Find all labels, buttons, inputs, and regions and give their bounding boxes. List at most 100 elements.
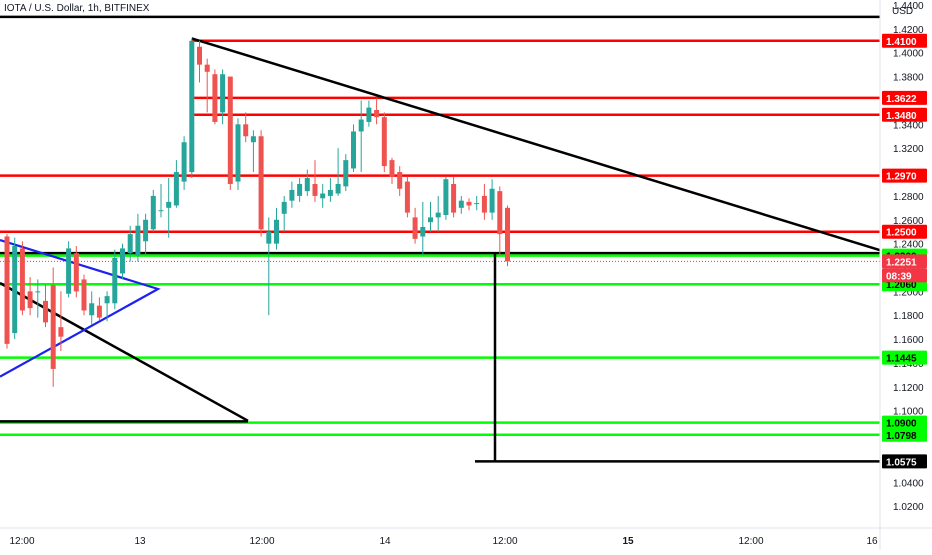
candle (505, 205, 510, 267)
candle-body (43, 300, 48, 323)
candle-body (474, 203, 480, 205)
candle (412, 207, 418, 244)
candle-body (227, 76, 233, 184)
candle-body (320, 193, 326, 199)
level-price-label-text: 1.2500 (886, 228, 917, 239)
y-tick-label: 1.3400 (893, 120, 924, 131)
candle-body (166, 201, 172, 208)
candle (243, 112, 249, 143)
candle (127, 225, 133, 262)
candle-body (27, 291, 33, 309)
candle-body (143, 219, 149, 242)
candle-body (96, 305, 102, 318)
candle-body (197, 46, 202, 65)
price-axis[interactable]: 1.44001.42001.40001.38001.36001.34001.32… (879, 0, 927, 550)
candle (135, 213, 141, 262)
level-price-label: 1.4100 (882, 33, 927, 48)
horizontal-levels (0, 15, 880, 437)
candle-body (66, 248, 72, 294)
candle (474, 195, 480, 211)
level-price-label: 1.0900 (882, 415, 927, 430)
level-price-label-bg (882, 90, 927, 105)
level-price-label: 1.2970 (882, 168, 927, 183)
candle (189, 38, 195, 179)
candle-body (451, 183, 457, 213)
candle-body (289, 189, 295, 201)
candle (343, 154, 349, 192)
candle-body (481, 195, 487, 213)
candle-body (127, 234, 133, 254)
candle (104, 291, 110, 322)
candle-body (327, 189, 333, 196)
candle-body (466, 201, 472, 206)
candle-body (443, 179, 449, 215)
candle-body (158, 210, 164, 212)
candle-body (505, 207, 510, 262)
x-tick-label: 14 (379, 536, 391, 547)
candle-body (4, 236, 10, 344)
candle-body (212, 74, 218, 122)
last-price-label-text: 1.2251 (886, 257, 917, 268)
candle-body (497, 191, 503, 235)
candle-body (312, 183, 318, 196)
candle-body (258, 136, 264, 230)
candle (274, 207, 279, 250)
candle (297, 178, 303, 202)
trendline-drawings (0, 37, 881, 463)
candle (366, 100, 372, 127)
y-tick-label: 1.1600 (893, 335, 924, 346)
candle (458, 195, 464, 214)
candle (258, 130, 264, 237)
candle-body (150, 195, 156, 230)
candle-body (73, 253, 79, 292)
y-tick-label: 1.4200 (893, 25, 924, 36)
candle-body (389, 160, 395, 177)
x-tick-label: 12:00 (492, 536, 517, 547)
candle (266, 217, 272, 316)
candle (220, 69, 226, 125)
candle-body (58, 327, 64, 337)
candle-body (351, 131, 356, 169)
candle-body (304, 178, 310, 192)
level-price-label-text: 1.1445 (886, 354, 917, 365)
candle (281, 195, 287, 232)
candle (397, 166, 403, 196)
candle-body (250, 136, 256, 143)
candle-body (19, 248, 25, 311)
candle (158, 183, 164, 218)
target-price-label-text: 1.0575 (886, 457, 917, 468)
x-tick-label: 12:00 (9, 536, 34, 547)
level-price-label: 1.3480 (882, 107, 927, 122)
candle-body (104, 296, 110, 304)
candle-body (335, 183, 341, 194)
candle-body (412, 217, 418, 239)
candle-body (235, 124, 241, 182)
candle-body (112, 257, 118, 304)
candle (466, 198, 472, 211)
candle (443, 176, 449, 220)
candle (381, 112, 387, 173)
level-price-label-bg (882, 224, 927, 239)
candle (351, 124, 356, 173)
y-tick-label: 1.2600 (893, 216, 924, 227)
candle (143, 213, 149, 256)
candle-body (266, 231, 272, 244)
candle (204, 58, 210, 113)
candle-body (381, 117, 387, 167)
candle (27, 277, 33, 316)
time-axis[interactable]: 12:00 13 12:00 14 12:00 15 12:00 16 (0, 527, 932, 547)
y-tick-label: 1.3800 (893, 73, 924, 84)
downtrend-line (191, 37, 881, 252)
candle (235, 118, 241, 190)
last-price-label: 1.2251 (882, 254, 927, 269)
candle (50, 267, 56, 387)
candle (173, 160, 179, 208)
y-tick-label: 1.4400 (893, 1, 924, 12)
level-price-label-bg (882, 415, 927, 430)
candle (89, 291, 95, 325)
candle (335, 148, 341, 196)
level-price-label-bg (882, 107, 927, 122)
y-tick-label: 1.4000 (893, 49, 924, 60)
